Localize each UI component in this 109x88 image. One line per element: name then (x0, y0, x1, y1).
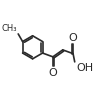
Text: O: O (49, 68, 57, 78)
Text: OH: OH (76, 63, 93, 73)
Text: CH₃: CH₃ (2, 24, 17, 33)
Text: O: O (69, 33, 77, 43)
